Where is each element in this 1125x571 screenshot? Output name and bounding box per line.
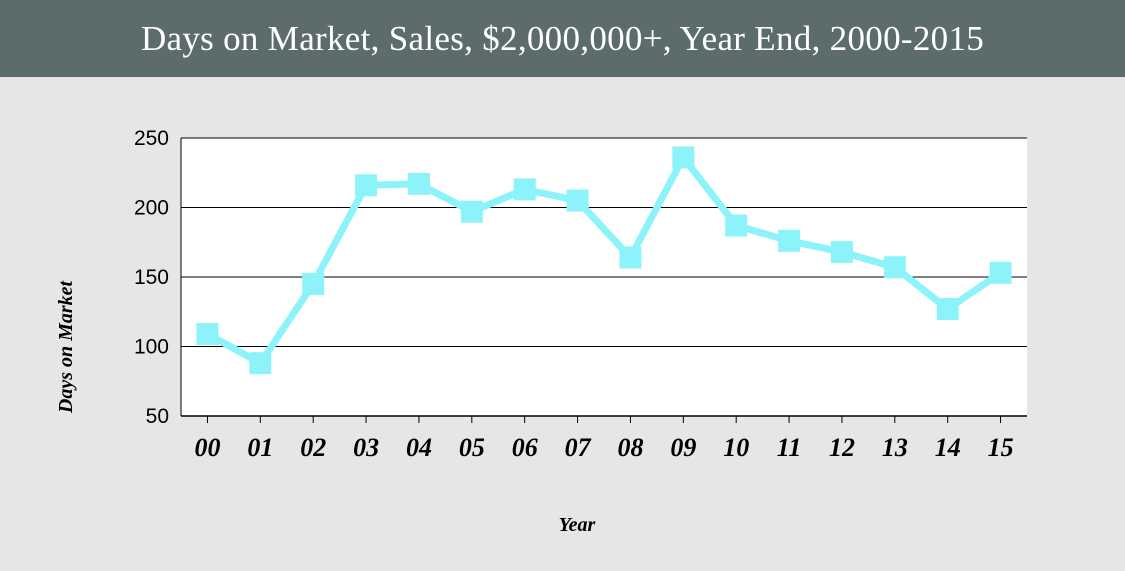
series-markers (196, 146, 1012, 375)
data-point-marker (989, 261, 1012, 284)
x-tick-label: 06 (512, 433, 538, 462)
data-point-marker (302, 272, 325, 295)
x-axis-label: Year (559, 514, 596, 536)
x-tick-label: 11 (777, 433, 802, 462)
data-point-marker (407, 172, 430, 195)
x-tick-label: 15 (988, 433, 1014, 462)
y-tick-label: 100 (134, 336, 169, 359)
x-tick-label: 10 (723, 433, 749, 462)
data-point-marker (460, 200, 483, 223)
x-tick-label: 01 (247, 433, 273, 462)
data-point-marker (936, 297, 959, 320)
series-line (205, 153, 1003, 367)
data-point-marker (513, 178, 536, 201)
data-point-marker (778, 229, 801, 252)
y-tick-labels: 50 100 150 200 250 (134, 127, 169, 428)
data-point-marker (619, 246, 642, 269)
y-tick-label: 250 (134, 127, 169, 150)
x-tick-label: 02 (300, 433, 326, 462)
x-tick-label: 09 (670, 433, 696, 462)
data-point-marker (725, 214, 748, 237)
x-tick-labels: 00 01 02 03 04 05 06 07 08 09 10 11 12 13 14 15 (194, 433, 1013, 462)
x-tick-label: 05 (459, 433, 485, 462)
y-tick-label: 50 (146, 405, 169, 428)
data-point-marker (672, 146, 695, 169)
y-axis-label: Days on Market (55, 279, 77, 414)
x-tick-label: 14 (935, 433, 961, 462)
data-point-marker (883, 256, 906, 279)
page-title: Days on Market, Sales, $2,000,000+, Year… (140, 18, 985, 58)
data-point-marker (830, 240, 853, 263)
y-tick-label: 150 (134, 266, 169, 289)
line-chart: 50 100 150 200 250 00 01 02 03 04 05 06 07 08 09 10 11 1… (55, 127, 1027, 536)
x-tick-label: 00 (194, 433, 220, 462)
x-tick-label: 13 (882, 433, 908, 462)
x-tick-label: 04 (406, 433, 432, 462)
x-tick-label: 08 (617, 433, 643, 462)
data-point-marker (355, 174, 378, 197)
x-tick-label: 12 (829, 433, 855, 462)
data-point-marker (196, 322, 219, 345)
data-point-marker (249, 352, 272, 375)
title-bar: Days on Market, Sales, $2,000,000+, Year… (0, 0, 1125, 77)
data-point-marker (566, 189, 589, 212)
x-tick-marks (206, 416, 1002, 423)
x-tick-label: 03 (353, 433, 379, 462)
y-tick-label: 200 (134, 197, 169, 220)
x-tick-label: 07 (565, 433, 592, 462)
